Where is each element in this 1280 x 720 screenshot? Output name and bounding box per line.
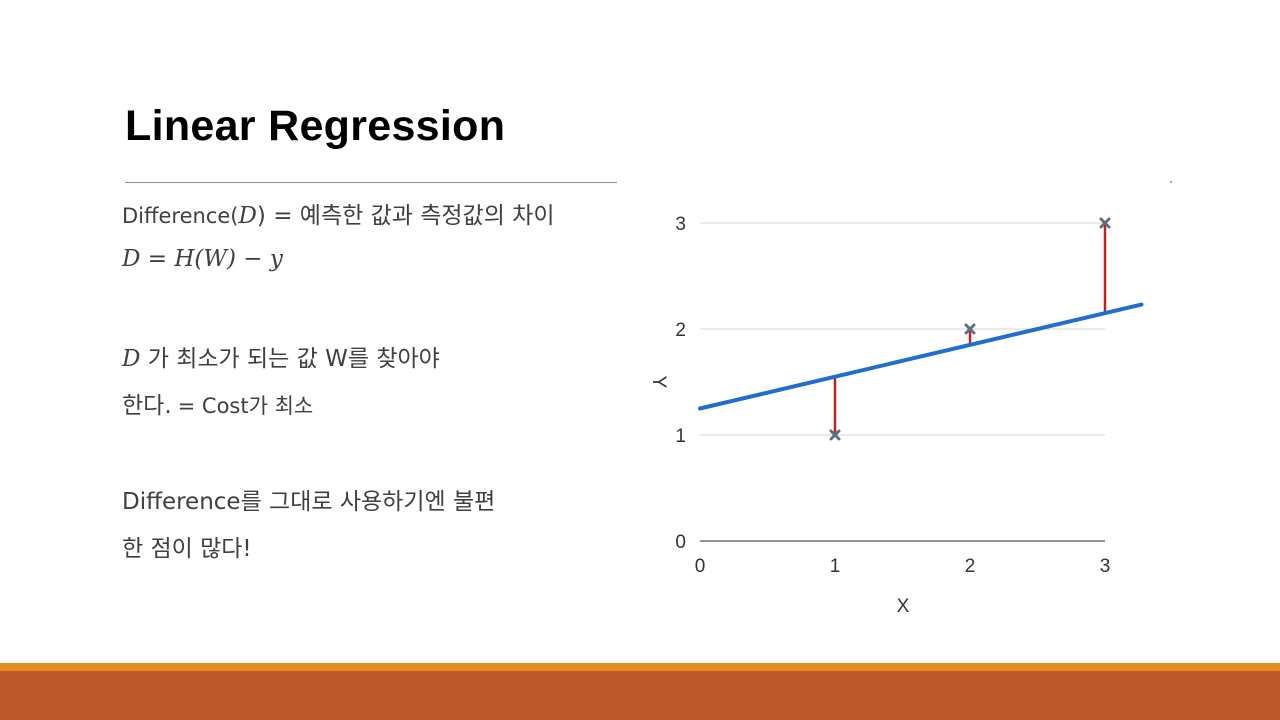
footer-stripe-rust	[0, 671, 1280, 720]
y-tick-label: 1	[675, 426, 686, 447]
data-point-marker	[964, 323, 976, 335]
footer-stripe-orange	[0, 663, 1280, 671]
x-tick-label: 0	[695, 556, 706, 577]
inconvenience-line-1: Difference를 그대로 사용하기엔 불편	[122, 489, 496, 515]
y-axis-title: Y	[648, 376, 669, 389]
data-point-marker	[1099, 217, 1111, 229]
minimize-var: D	[122, 346, 141, 372]
difference-equation: D = H(W) − y	[122, 246, 283, 272]
y-tick-label: 3	[675, 214, 686, 235]
regression-chart: 0 1 2 3 0 1 2 3 X Y	[648, 214, 1144, 617]
minimize-text: 가 최소가 되는 값 W를 찾아야	[140, 346, 440, 372]
x-tick-label: 1	[830, 556, 841, 577]
cost-statement: 한다. = Cost가 최소	[122, 386, 313, 420]
difference-desc: ) = 예측한 값과 측정값의 차이	[256, 203, 555, 229]
difference-definition: Difference(D) = 예측한 값과 측정값의 차이	[122, 196, 554, 230]
slide-title: Linear Regression	[125, 102, 506, 150]
cost-text: = Cost가 최소	[177, 394, 314, 418]
x-tick-label: 3	[1100, 556, 1111, 577]
y-tick-label: 2	[675, 320, 686, 341]
regression-fit-line	[698, 302, 1144, 411]
cost-lead: 한다.	[122, 393, 172, 419]
y-tick-label: 0	[675, 532, 686, 553]
data-point-marker	[829, 429, 841, 441]
inconvenience-line-2: 한 점이 많다!	[122, 536, 252, 562]
title-divider	[125, 182, 617, 183]
difference-var: D	[238, 203, 257, 229]
x-tick-label: 2	[965, 556, 976, 577]
stray-dot	[1170, 181, 1172, 183]
x-axis-title: X	[897, 596, 910, 617]
difference-word: Difference(	[122, 204, 239, 228]
minimize-statement: D 가 최소가 되는 값 W를 찾아야	[122, 339, 440, 373]
